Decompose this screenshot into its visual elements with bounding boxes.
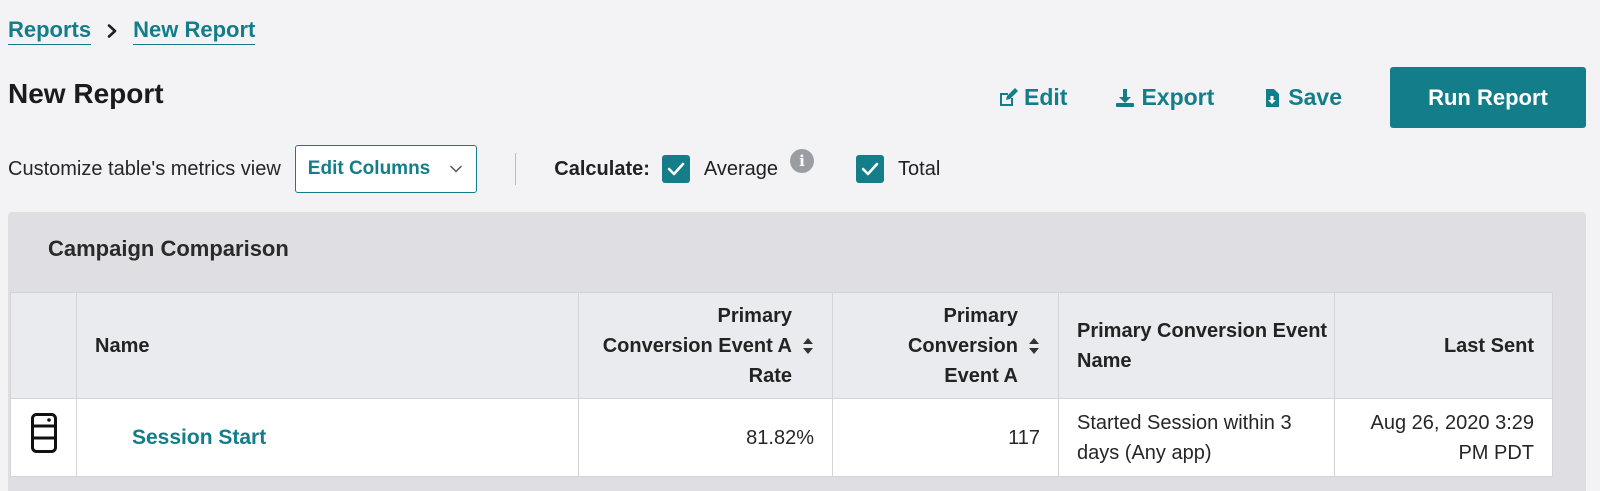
checkmark-icon xyxy=(667,162,685,176)
row-rate-cell: 81.82% xyxy=(578,398,833,477)
metrics-controls: Customize table's metrics view Edit Colu… xyxy=(8,145,952,193)
panel-title: Campaign Comparison xyxy=(48,236,289,261)
column-header-name: Name xyxy=(76,292,579,399)
row-last-sent-cell: Aug 26, 2020 3:29 PM PDT xyxy=(1334,398,1553,477)
checkmark-icon xyxy=(861,162,879,176)
column-header-event-a[interactable]: Primary Conversion Event A xyxy=(832,292,1059,399)
column-header-event-a-label: Primary Conversion Event A xyxy=(907,304,1018,387)
info-icon[interactable]: i xyxy=(790,149,815,173)
breadcrumb-new-report-link[interactable]: New Report xyxy=(133,17,256,45)
customize-label: Customize table's metrics view xyxy=(8,157,281,180)
column-header-event-name: Primary Conversion Event Name xyxy=(1058,292,1335,399)
download-icon xyxy=(1116,88,1135,107)
table-row: Session Start 81.82% 117 Started Session… xyxy=(10,398,1553,477)
calculate-label: Calculate: xyxy=(554,157,650,180)
breadcrumb-reports-link[interactable]: Reports xyxy=(8,17,92,45)
save-file-icon xyxy=(1266,88,1280,107)
average-checkbox[interactable] xyxy=(661,155,690,183)
sort-icon[interactable] xyxy=(1028,337,1040,355)
row-event-a-cell: 117 xyxy=(832,398,1059,477)
device-icon xyxy=(30,413,57,453)
page-title: New Report xyxy=(8,78,164,109)
save-button[interactable]: Save xyxy=(1262,84,1342,111)
export-button[interactable]: Export xyxy=(1115,84,1214,111)
chevron-right-icon xyxy=(107,24,117,38)
column-header-rate-label: Primary Conversion Event A Rate xyxy=(602,304,792,387)
divider xyxy=(514,153,517,185)
column-header-last-sent: Last Sent xyxy=(1334,292,1553,399)
column-header-rate[interactable]: Primary Conversion Event A Rate xyxy=(578,292,833,399)
edit-icon xyxy=(999,87,1018,106)
comparison-table: Name Primary Conversion Event A Rate Pri… xyxy=(10,292,1553,477)
row-event-name-cell: Started Session within 3 days (Any app) xyxy=(1058,398,1335,477)
campaign-name-link[interactable]: Session Start xyxy=(132,425,267,449)
save-label: Save xyxy=(1288,84,1342,110)
total-checkbox[interactable] xyxy=(856,155,885,183)
run-report-button[interactable]: Run Report xyxy=(1390,67,1586,128)
edit-columns-label: Edit Columns xyxy=(307,158,431,179)
row-name-cell: Session Start xyxy=(76,398,579,477)
row-icon-cell xyxy=(10,398,77,477)
breadcrumb: Reports New Report xyxy=(8,17,256,45)
header-actions: Edit Export Save Run Report xyxy=(998,67,1586,128)
edit-button[interactable]: Edit xyxy=(998,84,1067,111)
column-header-icon xyxy=(10,292,77,399)
total-label: Total xyxy=(898,157,941,180)
table-header-row: Name Primary Conversion Event A Rate Pri… xyxy=(10,292,1553,399)
sort-icon[interactable] xyxy=(802,337,814,355)
average-label: Average xyxy=(703,157,779,180)
export-label: Export xyxy=(1141,84,1215,110)
edit-columns-dropdown[interactable]: Edit Columns xyxy=(294,145,477,193)
chevron-down-icon xyxy=(450,165,462,173)
edit-label: Edit xyxy=(1023,84,1068,110)
campaign-comparison-panel: Campaign Comparison Name Primary Convers… xyxy=(8,212,1586,491)
